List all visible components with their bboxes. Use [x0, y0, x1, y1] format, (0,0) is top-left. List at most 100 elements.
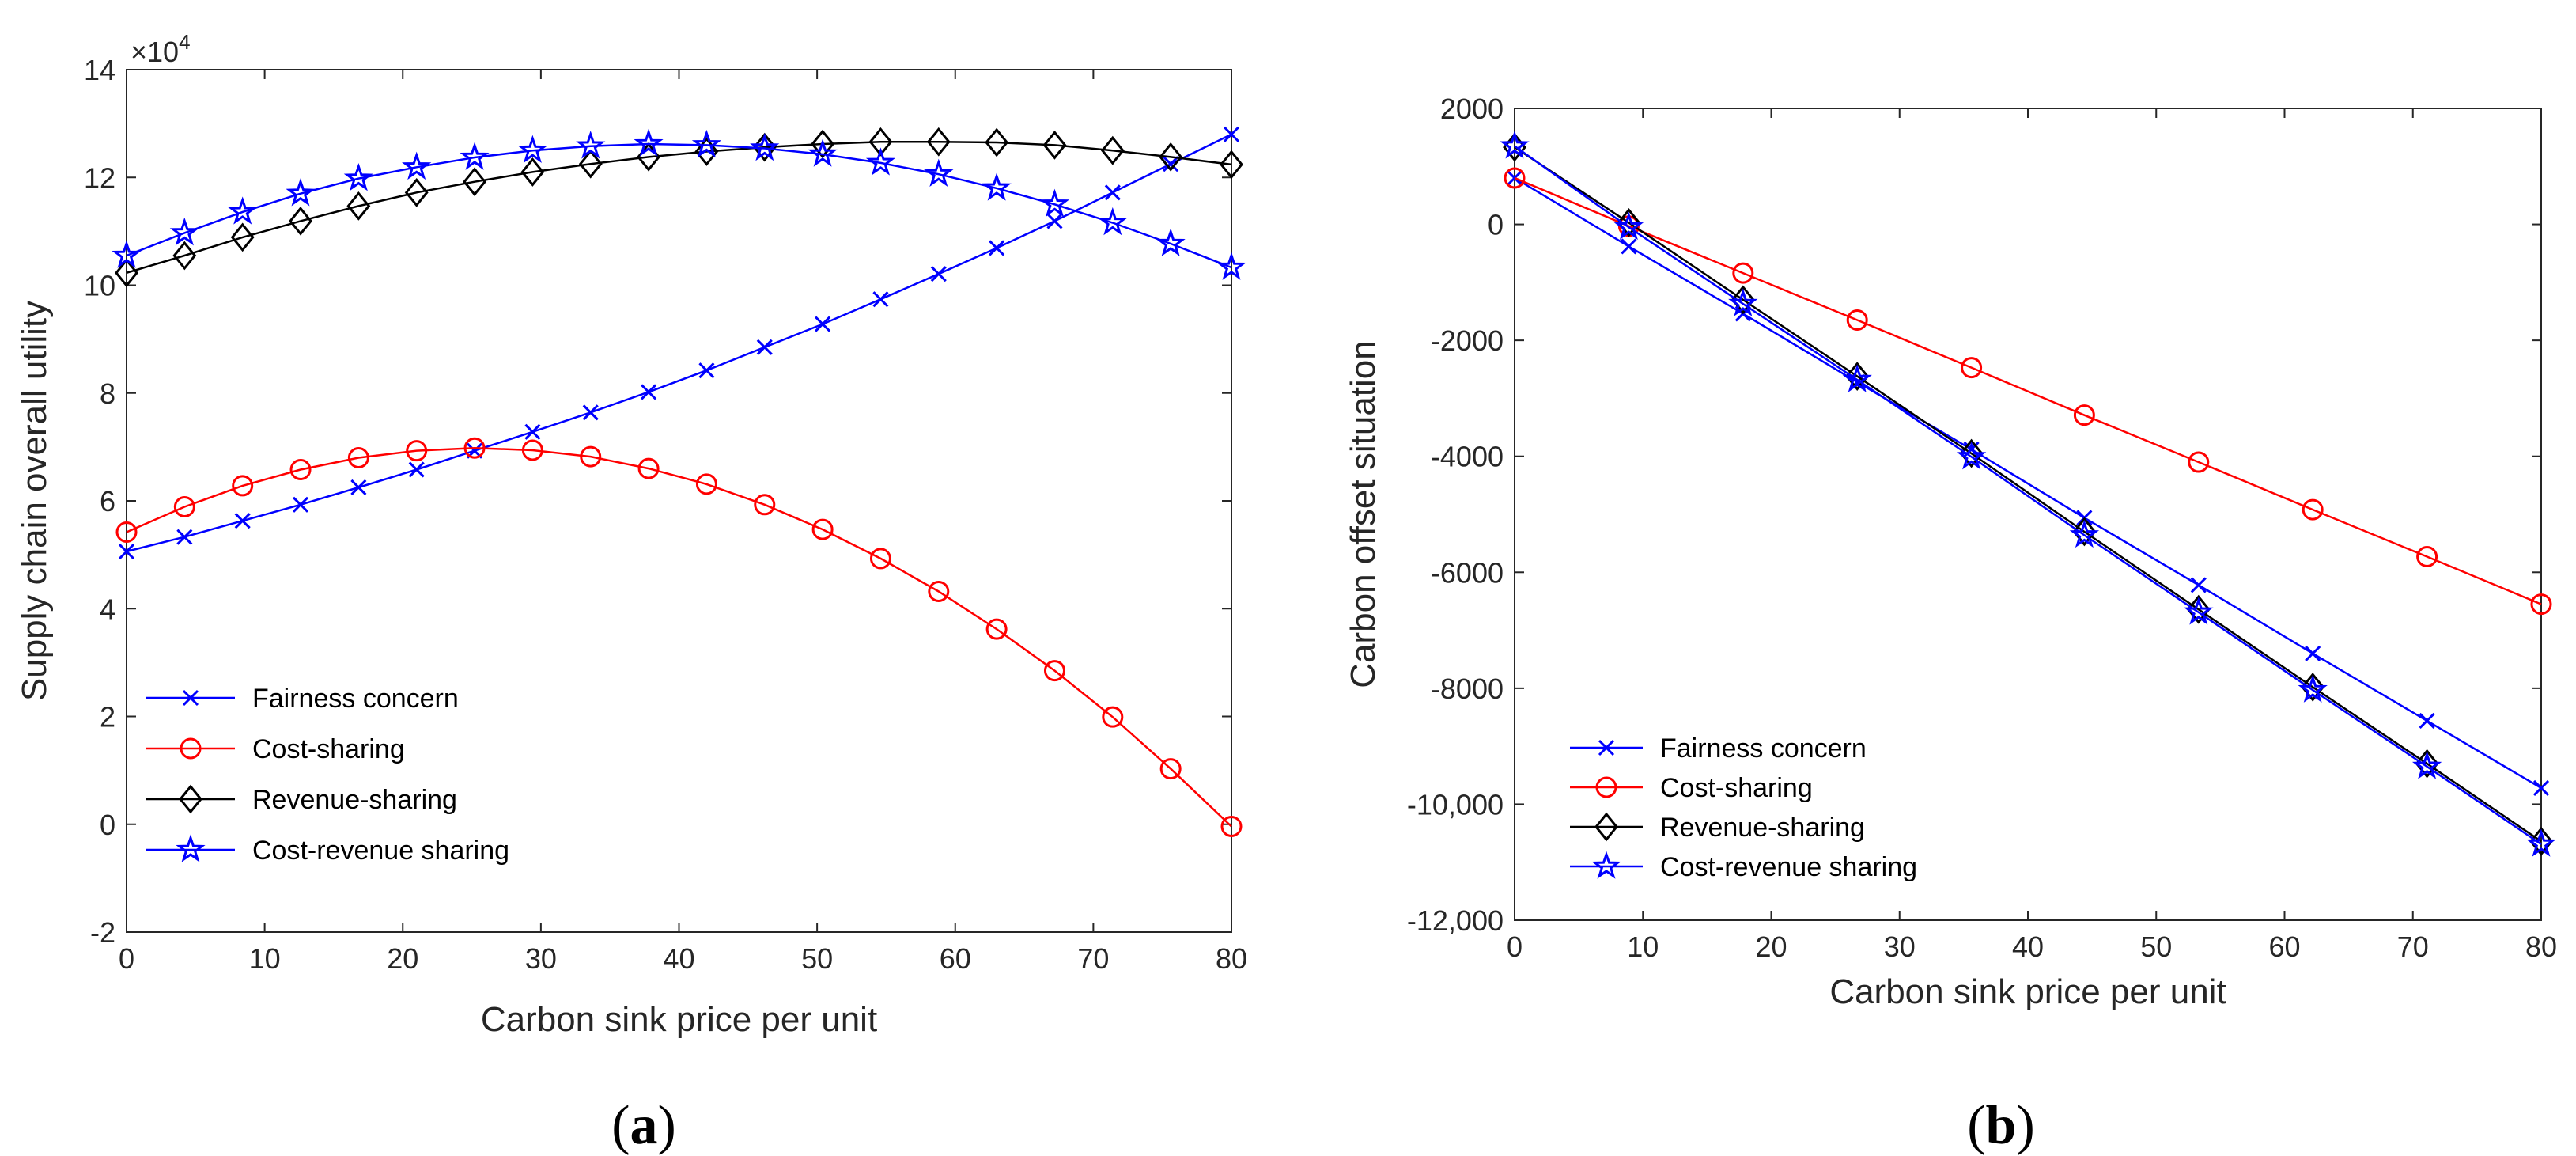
legend-label: Cost-revenue sharing: [252, 836, 509, 866]
data-point: [2526, 828, 2556, 857]
y-tick-label: 10: [84, 270, 115, 302]
y-tick-label: 6: [100, 485, 115, 517]
data-point: [808, 138, 838, 167]
data-point: [2530, 593, 2552, 616]
data-point: [2184, 597, 2214, 625]
data-point: [404, 177, 429, 207]
series-line: [126, 142, 1232, 269]
y-axis-exponent: ×104: [131, 30, 191, 68]
y-tick-label: 2000: [1440, 93, 1504, 125]
y-tick-label: 14: [84, 54, 115, 86]
y-tick-label: 0: [100, 809, 115, 841]
data-point: [928, 580, 950, 602]
data-point: [2415, 749, 2439, 779]
data-point: [982, 172, 1012, 201]
x-tick-label: 40: [663, 942, 694, 975]
data-point: [1159, 142, 1183, 172]
y-tick-label: -2000: [1431, 324, 1504, 357]
y-tick-label: 12: [84, 161, 115, 194]
data-point: [695, 473, 717, 495]
data-point: [289, 458, 312, 480]
series-cost-sharing: [115, 437, 1243, 837]
x-tick-label: 20: [1755, 930, 1787, 963]
chart-b: 0 10 20 30 40 50 60 70 80 -12,000 -10,000 -8000 -600…: [1344, 93, 2557, 1011]
x-tick-label: 60: [940, 942, 971, 975]
data-point: [289, 207, 312, 236]
data-point: [1613, 211, 1644, 241]
legend-label: Revenue-sharing: [252, 785, 457, 815]
data-point: [230, 222, 255, 252]
data-point: [2073, 404, 2095, 426]
data-point: [752, 132, 777, 162]
series-cost-revenue-sharing: [1500, 130, 2556, 857]
data-point: [872, 291, 889, 308]
x-tick-label: 50: [801, 942, 833, 975]
data-point: [865, 147, 896, 176]
series-line: [1514, 176, 2542, 789]
x-tick-label: 10: [1627, 930, 1659, 963]
data-point: [463, 167, 486, 197]
data-point: [1500, 130, 1530, 159]
data-point: [1102, 706, 1124, 728]
data-point: [1039, 188, 1070, 218]
x-tick-label: 0: [1507, 930, 1523, 963]
x-tick-label: 40: [2012, 930, 2044, 963]
legend-marker: [1594, 812, 1618, 842]
legend-marker: [179, 784, 202, 814]
data-point: [2069, 519, 2100, 548]
series-cost-sharing: [1504, 167, 2552, 616]
data-point: [985, 127, 1009, 157]
data-point: [756, 339, 773, 355]
data-point: [1104, 184, 1121, 201]
data-point: [2532, 779, 2550, 796]
series-line: [1514, 176, 2542, 605]
legend-marker: [182, 689, 199, 707]
data-point: [228, 196, 258, 225]
data-point: [1098, 207, 1128, 236]
data-point: [1845, 362, 1870, 391]
data-point: [926, 127, 951, 157]
data-point: [754, 494, 776, 516]
data-point: [1043, 660, 1065, 682]
legend-label: Revenue-sharing: [1660, 813, 1865, 843]
data-point: [691, 129, 722, 158]
data-point: [347, 447, 369, 468]
data-point: [1042, 130, 1067, 160]
data-point: [1156, 228, 1186, 256]
data-point: [2188, 451, 2210, 473]
legend-marker: [176, 834, 206, 862]
data-point: [292, 496, 309, 513]
data-point: [582, 404, 599, 421]
data-point: [1223, 126, 1240, 142]
x-tick-label: 0: [119, 942, 134, 975]
data-point: [869, 548, 891, 570]
x-tick-label: 10: [249, 942, 281, 975]
data-point: [1216, 252, 1246, 280]
panel-label-a: (a): [611, 1095, 676, 1156]
data-point: [1504, 167, 1526, 189]
series-line: [126, 133, 1232, 553]
x-tick-label: 50: [2140, 930, 2172, 963]
x-tick-label: 80: [1216, 942, 1247, 975]
data-point: [1842, 364, 1872, 392]
y-tick-label: 0: [1488, 209, 1504, 241]
y-tick-label: -12,000: [1407, 904, 1504, 937]
data-point: [176, 529, 193, 545]
data-point: [517, 135, 548, 163]
data-point: [1220, 150, 1243, 180]
data-point: [173, 495, 195, 517]
data-point: [989, 240, 1005, 256]
series-line: [1514, 146, 2542, 843]
data-point: [2301, 673, 2325, 702]
data-point: [578, 149, 603, 179]
series-line: [126, 446, 1232, 828]
data-point: [346, 191, 371, 221]
data-point: [2190, 577, 2207, 593]
data-point: [118, 543, 135, 560]
data-point: [115, 521, 138, 544]
legend-label: Fairness concern: [1660, 733, 1867, 764]
legend-marker: [1591, 851, 1621, 879]
data-point: [924, 158, 954, 187]
data-point: [234, 513, 251, 529]
x-tick-label: 30: [525, 942, 557, 975]
